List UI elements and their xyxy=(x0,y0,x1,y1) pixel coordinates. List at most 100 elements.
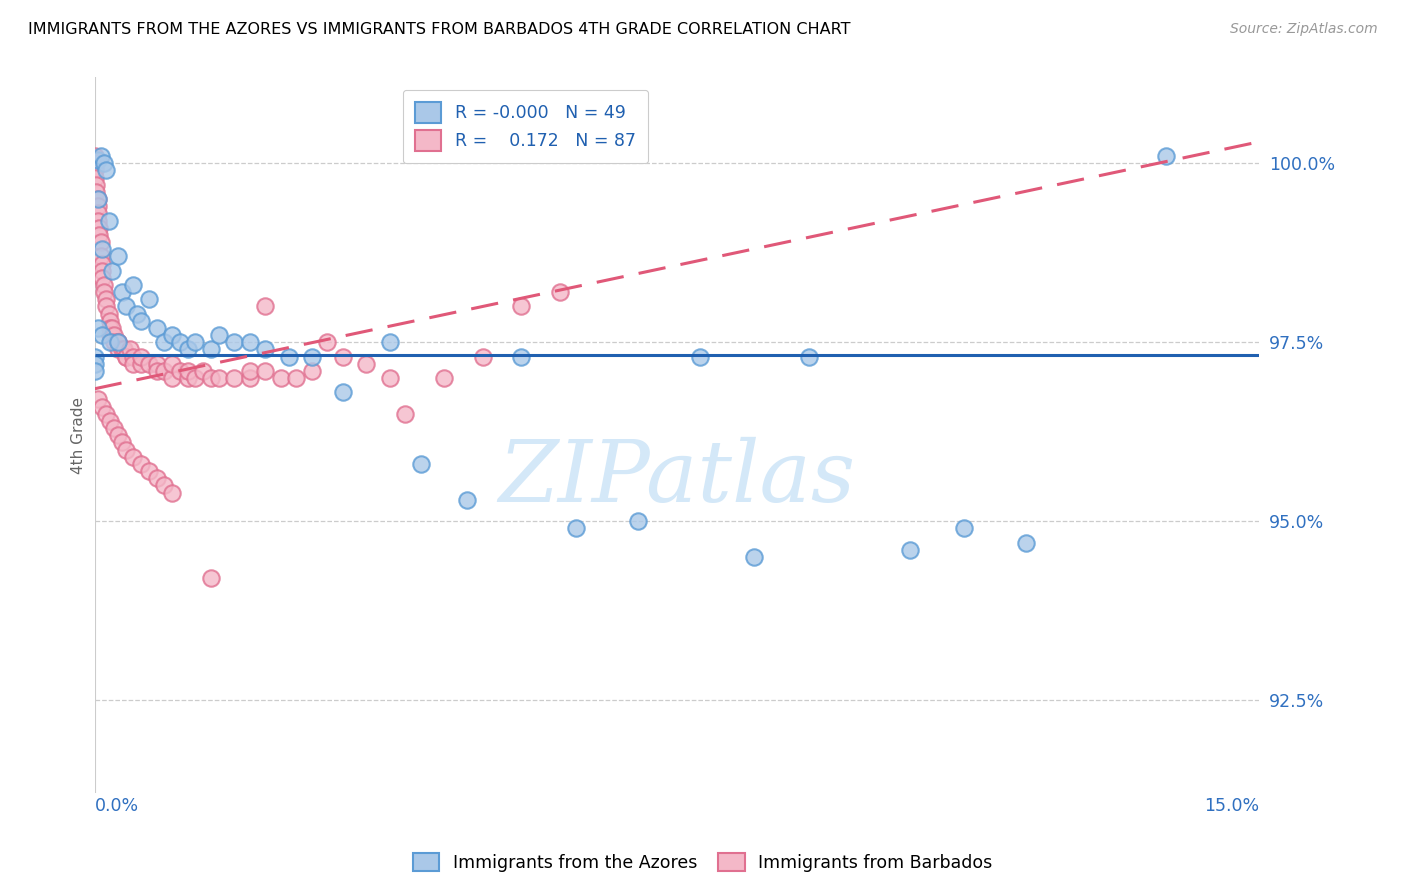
Point xyxy=(1154,149,1177,163)
Point xyxy=(87,192,110,206)
Point xyxy=(129,350,152,364)
Point xyxy=(224,371,246,385)
Point xyxy=(565,521,588,535)
Point xyxy=(270,371,292,385)
Point xyxy=(103,328,125,343)
Point xyxy=(111,285,134,300)
Point xyxy=(91,400,114,414)
Point xyxy=(138,357,160,371)
Point xyxy=(354,357,377,371)
Point xyxy=(83,170,105,185)
Text: 0.0%: 0.0% xyxy=(94,797,139,814)
Point xyxy=(90,149,112,163)
Point xyxy=(83,149,105,163)
Point xyxy=(122,277,145,292)
Point xyxy=(378,335,401,350)
Point xyxy=(91,242,114,256)
Point xyxy=(93,285,115,300)
Point xyxy=(169,364,191,378)
Point xyxy=(689,350,711,364)
Point xyxy=(177,371,200,385)
Point xyxy=(239,371,262,385)
Point xyxy=(98,414,121,428)
Point xyxy=(456,492,478,507)
Point xyxy=(83,163,105,178)
Point xyxy=(301,350,323,364)
Point xyxy=(332,350,354,364)
Point xyxy=(90,235,112,249)
Point xyxy=(471,350,494,364)
Point xyxy=(83,350,105,364)
Point xyxy=(112,343,135,357)
Point xyxy=(118,343,141,357)
Point xyxy=(114,350,136,364)
Point xyxy=(100,263,122,277)
Point xyxy=(177,343,200,357)
Point xyxy=(138,293,160,307)
Point xyxy=(103,335,125,350)
Point xyxy=(84,178,107,192)
Point xyxy=(83,156,105,170)
Text: ZIPatlas: ZIPatlas xyxy=(498,437,855,519)
Point xyxy=(184,335,207,350)
Point xyxy=(87,392,110,407)
Point xyxy=(107,428,129,442)
Point xyxy=(208,328,231,343)
Point xyxy=(145,357,167,371)
Point xyxy=(93,156,115,170)
Point xyxy=(254,300,277,314)
Point xyxy=(107,343,129,357)
Point xyxy=(89,220,111,235)
Point xyxy=(177,364,200,378)
Point xyxy=(145,471,167,485)
Text: 15.0%: 15.0% xyxy=(1204,797,1258,814)
Point xyxy=(160,371,183,385)
Point xyxy=(332,385,354,400)
Point xyxy=(208,371,231,385)
Point xyxy=(510,350,533,364)
Point xyxy=(83,357,105,371)
Point xyxy=(96,163,118,178)
Point xyxy=(98,314,121,328)
Point xyxy=(98,335,121,350)
Point xyxy=(103,421,125,435)
Point xyxy=(145,321,167,335)
Point xyxy=(138,464,160,478)
Point xyxy=(394,407,416,421)
Point xyxy=(89,227,111,242)
Point xyxy=(122,357,145,371)
Point xyxy=(239,335,262,350)
Point xyxy=(953,521,976,535)
Point xyxy=(277,350,299,364)
Point xyxy=(409,457,432,471)
Point xyxy=(97,213,120,227)
Point xyxy=(160,357,183,371)
Point xyxy=(83,364,105,378)
Point xyxy=(83,153,105,167)
Point xyxy=(1015,535,1038,549)
Point xyxy=(91,328,114,343)
Point xyxy=(129,457,152,471)
Point xyxy=(744,549,766,564)
Point xyxy=(114,300,136,314)
Point xyxy=(87,213,110,227)
Legend: R = -0.000   N = 49, R =    0.172   N = 87: R = -0.000 N = 49, R = 0.172 N = 87 xyxy=(402,90,648,163)
Point xyxy=(122,350,145,364)
Point xyxy=(224,335,246,350)
Point xyxy=(97,307,120,321)
Point xyxy=(98,321,121,335)
Point xyxy=(550,285,572,300)
Text: Source: ZipAtlas.com: Source: ZipAtlas.com xyxy=(1230,22,1378,37)
Point xyxy=(87,321,110,335)
Point xyxy=(301,364,323,378)
Point xyxy=(83,160,105,174)
Point xyxy=(510,300,533,314)
Point xyxy=(160,485,183,500)
Point xyxy=(129,357,152,371)
Legend: Immigrants from the Azores, Immigrants from Barbados: Immigrants from the Azores, Immigrants f… xyxy=(406,847,1000,879)
Point xyxy=(96,300,118,314)
Point xyxy=(107,335,129,350)
Point xyxy=(193,364,215,378)
Point xyxy=(239,364,262,378)
Point xyxy=(316,335,339,350)
